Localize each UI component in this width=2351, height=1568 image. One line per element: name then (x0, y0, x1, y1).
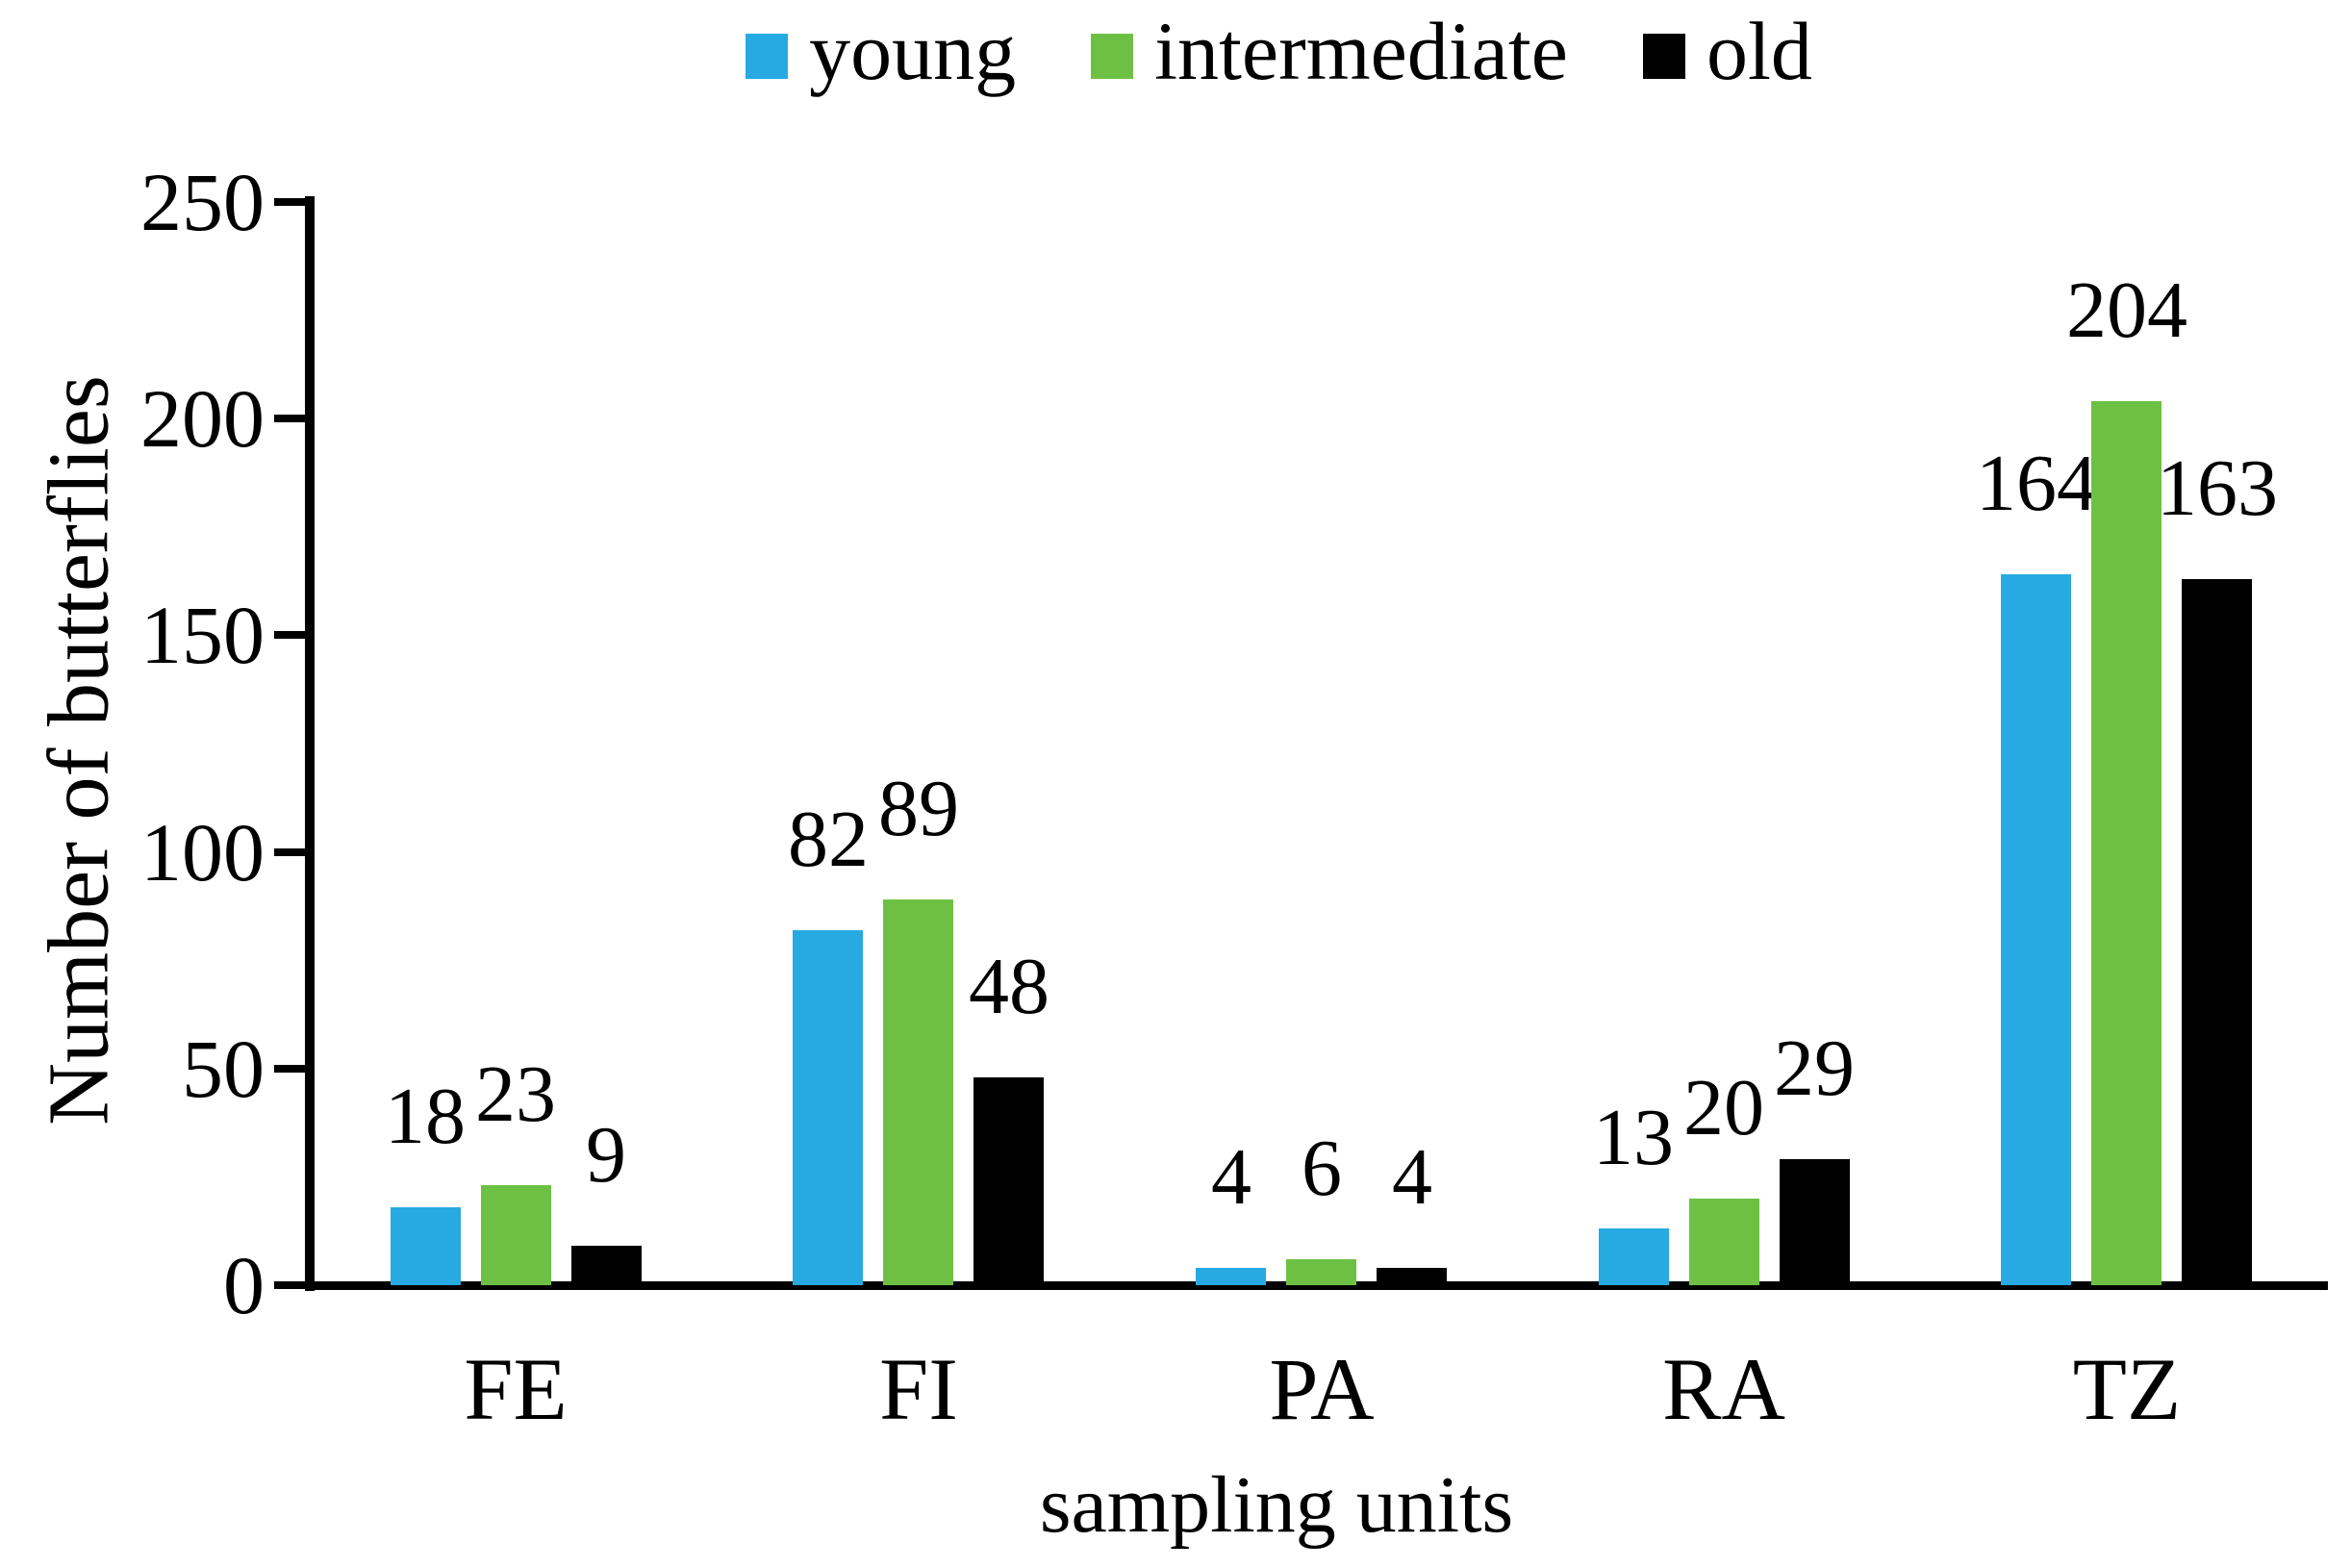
bar-value-ra-old: 29 (1774, 1024, 1855, 1113)
x-axis-line (305, 1281, 2328, 1290)
bar-value-tz-intermediate: 204 (2066, 266, 2187, 355)
bar-value-tz-old: 163 (2157, 443, 2278, 533)
category-label-tz: TZ (2072, 1340, 2182, 1438)
category-label-fe: FE (464, 1340, 568, 1438)
y-tick-mark (274, 631, 305, 639)
y-axis-title: Number of butterflies (31, 375, 127, 1125)
bar-tz-intermediate (2091, 401, 2161, 1285)
bar-pa-intermediate (1286, 1259, 1356, 1285)
bar-value-pa-young: 4 (1211, 1132, 1251, 1222)
bar-ra-old (1780, 1159, 1850, 1285)
bar-fe-old (571, 1246, 642, 1285)
legend-item-young: young (746, 4, 1016, 99)
y-axis-line (305, 196, 315, 1291)
legend: young intermediate old (245, 4, 2313, 99)
legend-swatch-intermediate (1091, 34, 1134, 79)
y-tick-mark (274, 1281, 305, 1289)
category-label-pa: PA (1269, 1340, 1375, 1438)
bar-fi-young (793, 930, 863, 1285)
bar-value-tz-young: 164 (1976, 439, 2097, 528)
bar-value-ra-intermediate: 20 (1683, 1063, 1764, 1152)
legend-label-young: young (809, 5, 1017, 97)
bar-fi-old (973, 1077, 1044, 1285)
bar-value-fi-intermediate: 89 (878, 764, 959, 853)
y-tick-label: 0 (223, 1239, 265, 1331)
y-tick-label: 200 (140, 372, 265, 465)
legend-item-intermediate: intermediate (1091, 4, 1568, 99)
bar-value-ra-young: 13 (1593, 1093, 1674, 1182)
bar-value-fe-old: 9 (586, 1110, 626, 1200)
legend-swatch-young (746, 34, 789, 79)
legend-label-intermediate: intermediate (1154, 5, 1568, 97)
y-tick-label: 150 (140, 589, 265, 681)
bar-value-fi-young: 82 (788, 795, 869, 884)
legend-swatch-old (1642, 34, 1685, 79)
y-tick-label: 250 (140, 156, 265, 248)
y-tick-mark (274, 415, 305, 422)
y-tick-mark (274, 848, 305, 856)
bar-value-fi-old: 48 (969, 942, 1049, 1031)
bar-tz-young (2001, 574, 2071, 1285)
bar-fe-young (391, 1207, 461, 1285)
legend-item-old: old (1642, 4, 1812, 99)
y-tick-label: 50 (182, 1023, 265, 1115)
bar-value-fe-young: 18 (385, 1072, 466, 1161)
bar-value-fe-intermediate: 23 (475, 1050, 556, 1139)
x-axis-title: sampling units (1039, 1460, 1514, 1550)
bar-tz-old (2182, 579, 2252, 1285)
bar-fe-intermediate (481, 1185, 551, 1285)
bar-pa-old (1377, 1268, 1447, 1285)
legend-label-old: old (1706, 5, 1812, 97)
category-label-fi: FI (879, 1340, 958, 1438)
y-tick-mark (274, 1065, 305, 1073)
bar-fi-intermediate (883, 899, 953, 1285)
y-tick-mark (274, 198, 305, 206)
bar-ra-young (1599, 1228, 1669, 1285)
bar-ra-intermediate (1689, 1199, 1759, 1285)
bar-pa-young (1196, 1268, 1266, 1285)
bar-value-pa-intermediate: 6 (1302, 1124, 1342, 1213)
bar-value-pa-old: 4 (1392, 1132, 1432, 1222)
category-label-ra: RA (1662, 1340, 1785, 1438)
y-tick-label: 100 (140, 806, 265, 898)
